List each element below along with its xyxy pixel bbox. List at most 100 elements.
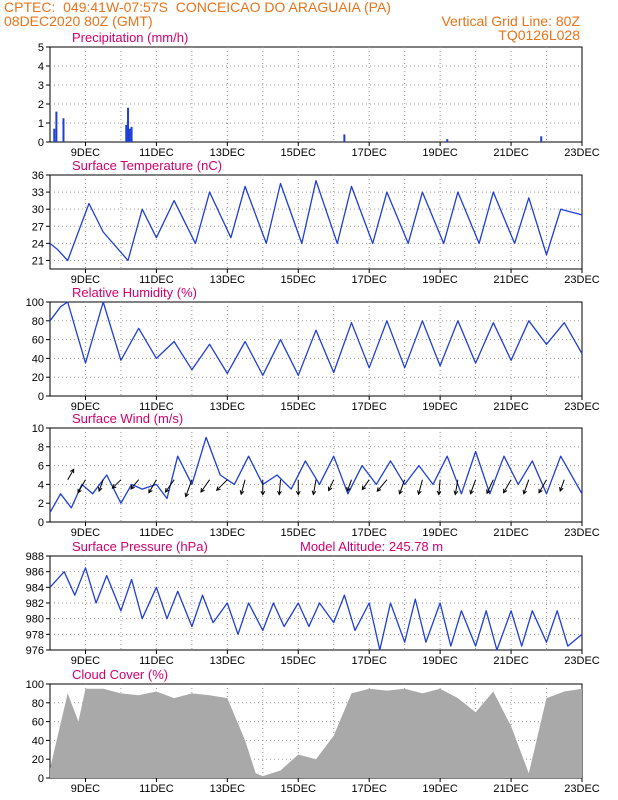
wind-arrow <box>346 479 352 492</box>
x-tick-label: 17DEC <box>351 783 387 795</box>
series-line <box>49 180 583 262</box>
wind-arrow <box>469 479 477 494</box>
y-tick-label: 20 <box>32 372 44 384</box>
wind-arrow-head <box>111 484 117 489</box>
y-tick-label: 80 <box>32 316 44 328</box>
y-tick-label: 976 <box>26 645 44 657</box>
wind-arrow-head <box>398 489 403 495</box>
wind-arrow-head <box>486 489 491 495</box>
y-tick-label: 0 <box>38 391 44 403</box>
x-tick-label: 19DEC <box>422 655 458 667</box>
x-tick-label: 17DEC <box>351 401 387 413</box>
wind-arrow-head <box>239 490 245 496</box>
x-tick-label: 17DEC <box>351 274 387 286</box>
y-tick-label: 60 <box>32 335 44 347</box>
header-line-1: CPTEC: 049:41W-07:57S CONCEICAO DO ARAGU… <box>4 0 391 14</box>
wind-arrow-head <box>361 485 367 491</box>
y-tick-label: 988 <box>26 551 44 563</box>
y-tick-label: 100 <box>26 679 44 691</box>
x-tick-label: 15DEC <box>281 655 317 667</box>
panel-frame <box>49 301 583 397</box>
y-tick-label: 30 <box>32 204 44 216</box>
x-tick-label: 13DEC <box>210 147 246 159</box>
wind-arrow-head <box>70 468 75 474</box>
y-tick-label: 21 <box>32 255 44 267</box>
wind-arrow <box>538 479 547 493</box>
wind-arrow <box>165 479 175 493</box>
x-tick-label: 23DEC <box>564 783 600 795</box>
x-tick-label: 19DEC <box>422 527 458 539</box>
wind-arrow <box>67 469 75 480</box>
header-source: CPTEC: <box>4 0 56 15</box>
panel-title: Relative Humidity (%) <box>72 285 197 300</box>
x-tick-label: 19DEC <box>422 401 458 413</box>
wind-arrow-head <box>469 489 474 495</box>
y-tick-label: 2 <box>38 99 44 111</box>
x-tick-label: 17DEC <box>351 147 387 159</box>
y-tick-label: 980 <box>26 614 44 626</box>
panel-title: Cloud Cover (%) <box>72 667 168 682</box>
panel-frame <box>49 46 583 143</box>
x-tick-label: 23DEC <box>564 655 600 667</box>
header-location: CONCEICAO DO ARAGUAIA (PA) <box>175 0 391 15</box>
panel-subtitle: Model Altitude: 245.78 m <box>300 539 443 554</box>
y-tick-label: 20 <box>32 754 44 766</box>
precip-bar <box>127 107 130 142</box>
x-tick-label: 17DEC <box>351 527 387 539</box>
precip-bar <box>130 126 133 142</box>
x-tick-label: 13DEC <box>210 401 246 413</box>
wind-arrow <box>312 479 317 495</box>
precip-bar <box>53 128 56 142</box>
wind-arrow <box>399 479 406 494</box>
wind-arrow <box>240 479 246 495</box>
wind-arrow-head <box>376 487 382 493</box>
wind-arrow <box>361 479 370 490</box>
y-tick-label: 1 <box>38 118 44 130</box>
x-tick-label: 11DEC <box>139 783 174 795</box>
x-tick-label: 23DEC <box>564 401 600 413</box>
series-line <box>49 567 583 651</box>
y-tick-label: 4 <box>38 61 44 73</box>
series-line <box>49 436 583 513</box>
y-tick-label: 2 <box>38 498 44 510</box>
y-tick-label: 60 <box>32 717 44 729</box>
wind-arrow <box>328 479 335 491</box>
cloud-area <box>50 688 582 778</box>
series-line <box>49 301 583 376</box>
panel-5: 0 20 40 60 80 100 9DEC 11DEC 13DEC 15DEC 17DEC 19DE… <box>26 667 600 795</box>
wind-arrow <box>200 479 211 493</box>
x-tick-label: 9DEC <box>71 274 100 286</box>
wind-arrow <box>216 479 228 491</box>
x-tick-label: 9DEC <box>71 783 100 795</box>
x-tick-label: 23DEC <box>564 527 600 539</box>
x-tick-label: 19DEC <box>422 147 458 159</box>
x-tick-label: 21DEC <box>493 147 529 159</box>
panel-title: Precipitation (mm/h) <box>72 30 188 45</box>
wind-arrow <box>278 479 282 495</box>
x-tick-label: 11DEC <box>139 147 174 159</box>
x-tick-label: 13DEC <box>210 274 246 286</box>
x-tick-label: 23DEC <box>564 147 600 159</box>
wind-arrow <box>454 479 459 495</box>
wind-arrow <box>112 479 122 489</box>
wind-arrow-head <box>327 486 333 492</box>
x-tick-label: 23DEC <box>564 274 600 286</box>
wind-arrow-head <box>200 487 205 493</box>
y-tick-label: 6 <box>38 461 44 473</box>
y-tick-label: 10 <box>32 423 44 435</box>
wind-arrow-head <box>559 486 564 492</box>
x-tick-label: 11DEC <box>139 655 174 667</box>
x-tick-label: 9DEC <box>71 527 100 539</box>
wind-arrow <box>148 479 157 493</box>
wind-arrow-head <box>260 490 266 496</box>
x-tick-label: 13DEC <box>210 527 246 539</box>
panel-title: Surface Wind (m/s) <box>72 411 183 426</box>
y-tick-label: 984 <box>26 582 44 594</box>
wind-arrow-head <box>417 490 422 496</box>
header-model-code: TQ0126L028 <box>498 27 580 43</box>
wind-arrow <box>418 479 423 495</box>
x-tick-label: 11DEC <box>139 274 174 286</box>
x-tick-label: 21DEC <box>493 401 529 413</box>
x-tick-label: 15DEC <box>281 147 317 159</box>
wind-arrow-head <box>277 490 282 496</box>
